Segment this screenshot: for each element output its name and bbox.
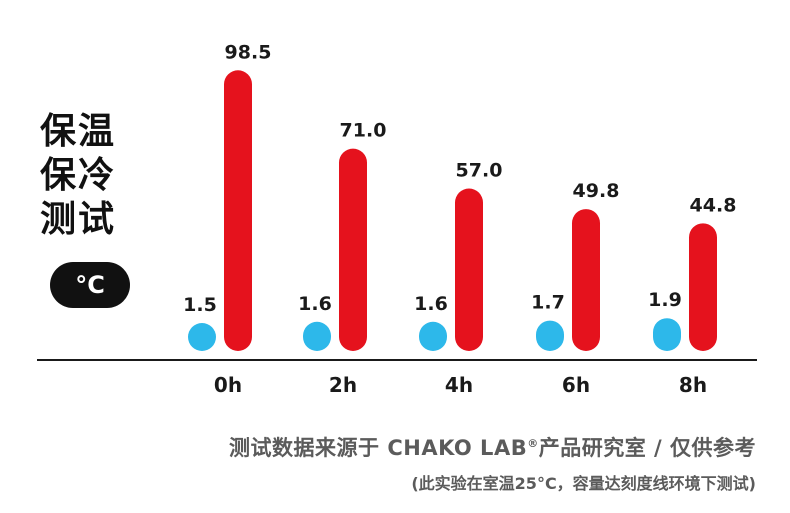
side-title-line-2: 保冷 (40, 155, 117, 196)
hot-value-label-2h: 71.0 (340, 120, 387, 142)
cold-bar-8h (653, 318, 681, 351)
cold-bar-2h (303, 321, 331, 351)
x-tick-label-2h: 2h (329, 373, 357, 397)
source-text-prefix: 测试数据来源于 CHAKO LAB (229, 436, 528, 460)
x-tick-label-4h: 4h (445, 373, 473, 397)
hot-value-label-8h: 44.8 (690, 194, 737, 216)
hot-value-label-6h: 49.8 (573, 180, 620, 202)
data-source-note: 测试数据来源于 CHAKO LAB®产品研究室 / 仅供参考 (229, 432, 756, 462)
x-tick-label-0h: 0h (214, 373, 242, 397)
side-title-line-1: 保温 (40, 111, 117, 152)
cold-bar-0h (188, 323, 216, 351)
x-tick-label-8h: 8h (679, 373, 707, 397)
x-tick-label-6h: 6h (562, 373, 590, 397)
cold-value-label-4h: 1.6 (414, 293, 448, 315)
hot-value-label-4h: 57.0 (456, 160, 503, 182)
cold-value-label-2h: 1.6 (298, 293, 332, 315)
registered-mark: ® (527, 437, 539, 450)
unit-badge: °C (50, 262, 130, 308)
chart-side-title: 保温 保冷 测试 (40, 110, 140, 242)
cold-value-label-6h: 1.7 (531, 292, 565, 314)
unit-label: °C (75, 271, 105, 299)
hot-bar-2h (339, 148, 367, 351)
cold-bar-4h (419, 321, 447, 351)
cold-value-label-8h: 1.9 (648, 289, 682, 311)
hot-bar-4h (455, 188, 483, 351)
hot-value-label-0h: 98.5 (225, 41, 272, 63)
hot-bar-0h (224, 70, 252, 352)
test-condition-note: (此实验在室温25°C，容量达刻度线环境下测试) (411, 474, 756, 493)
hot-bar-8h (689, 223, 717, 351)
source-text-suffix: 产品研究室 / 仅供参考 (538, 436, 756, 460)
side-title-line-3: 测试 (40, 199, 117, 240)
cold-value-label-0h: 1.5 (183, 294, 217, 316)
cold-bar-6h (536, 320, 564, 351)
hot-bar-6h (572, 209, 600, 351)
